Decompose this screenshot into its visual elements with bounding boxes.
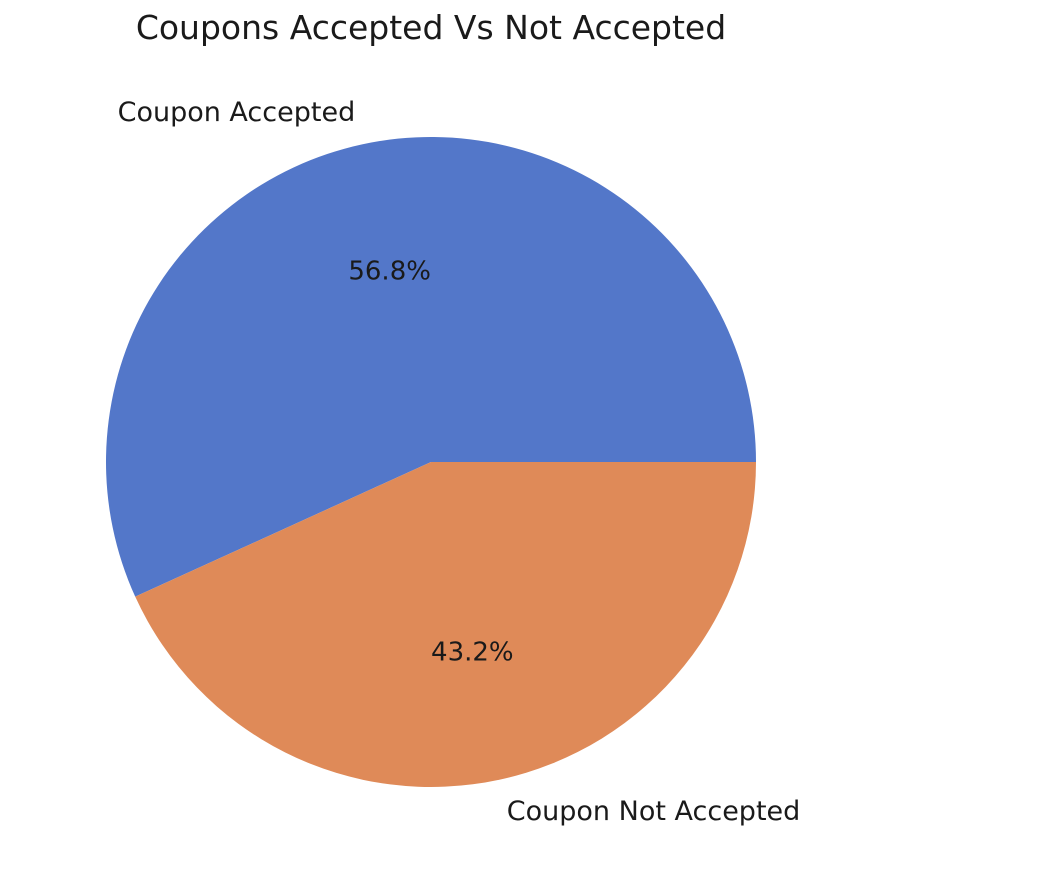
pie-category-label-0: Coupon Accepted bbox=[118, 97, 356, 128]
pie-slice-0 bbox=[106, 136, 757, 597]
pie-slice-1 bbox=[135, 462, 757, 787]
pie-slices bbox=[106, 136, 757, 787]
pie-category-label-1: Coupon Not Accepted bbox=[507, 796, 801, 827]
chart-title: Coupons Accepted Vs Not Accepted bbox=[136, 8, 726, 47]
pie-percent-label-0: 56.8% bbox=[348, 256, 431, 286]
pie-percent-label-1: 43.2% bbox=[431, 638, 514, 668]
pie-labels: 56.8% Coupon Accepted 43.2% Coupon Not Acce… bbox=[118, 97, 801, 827]
